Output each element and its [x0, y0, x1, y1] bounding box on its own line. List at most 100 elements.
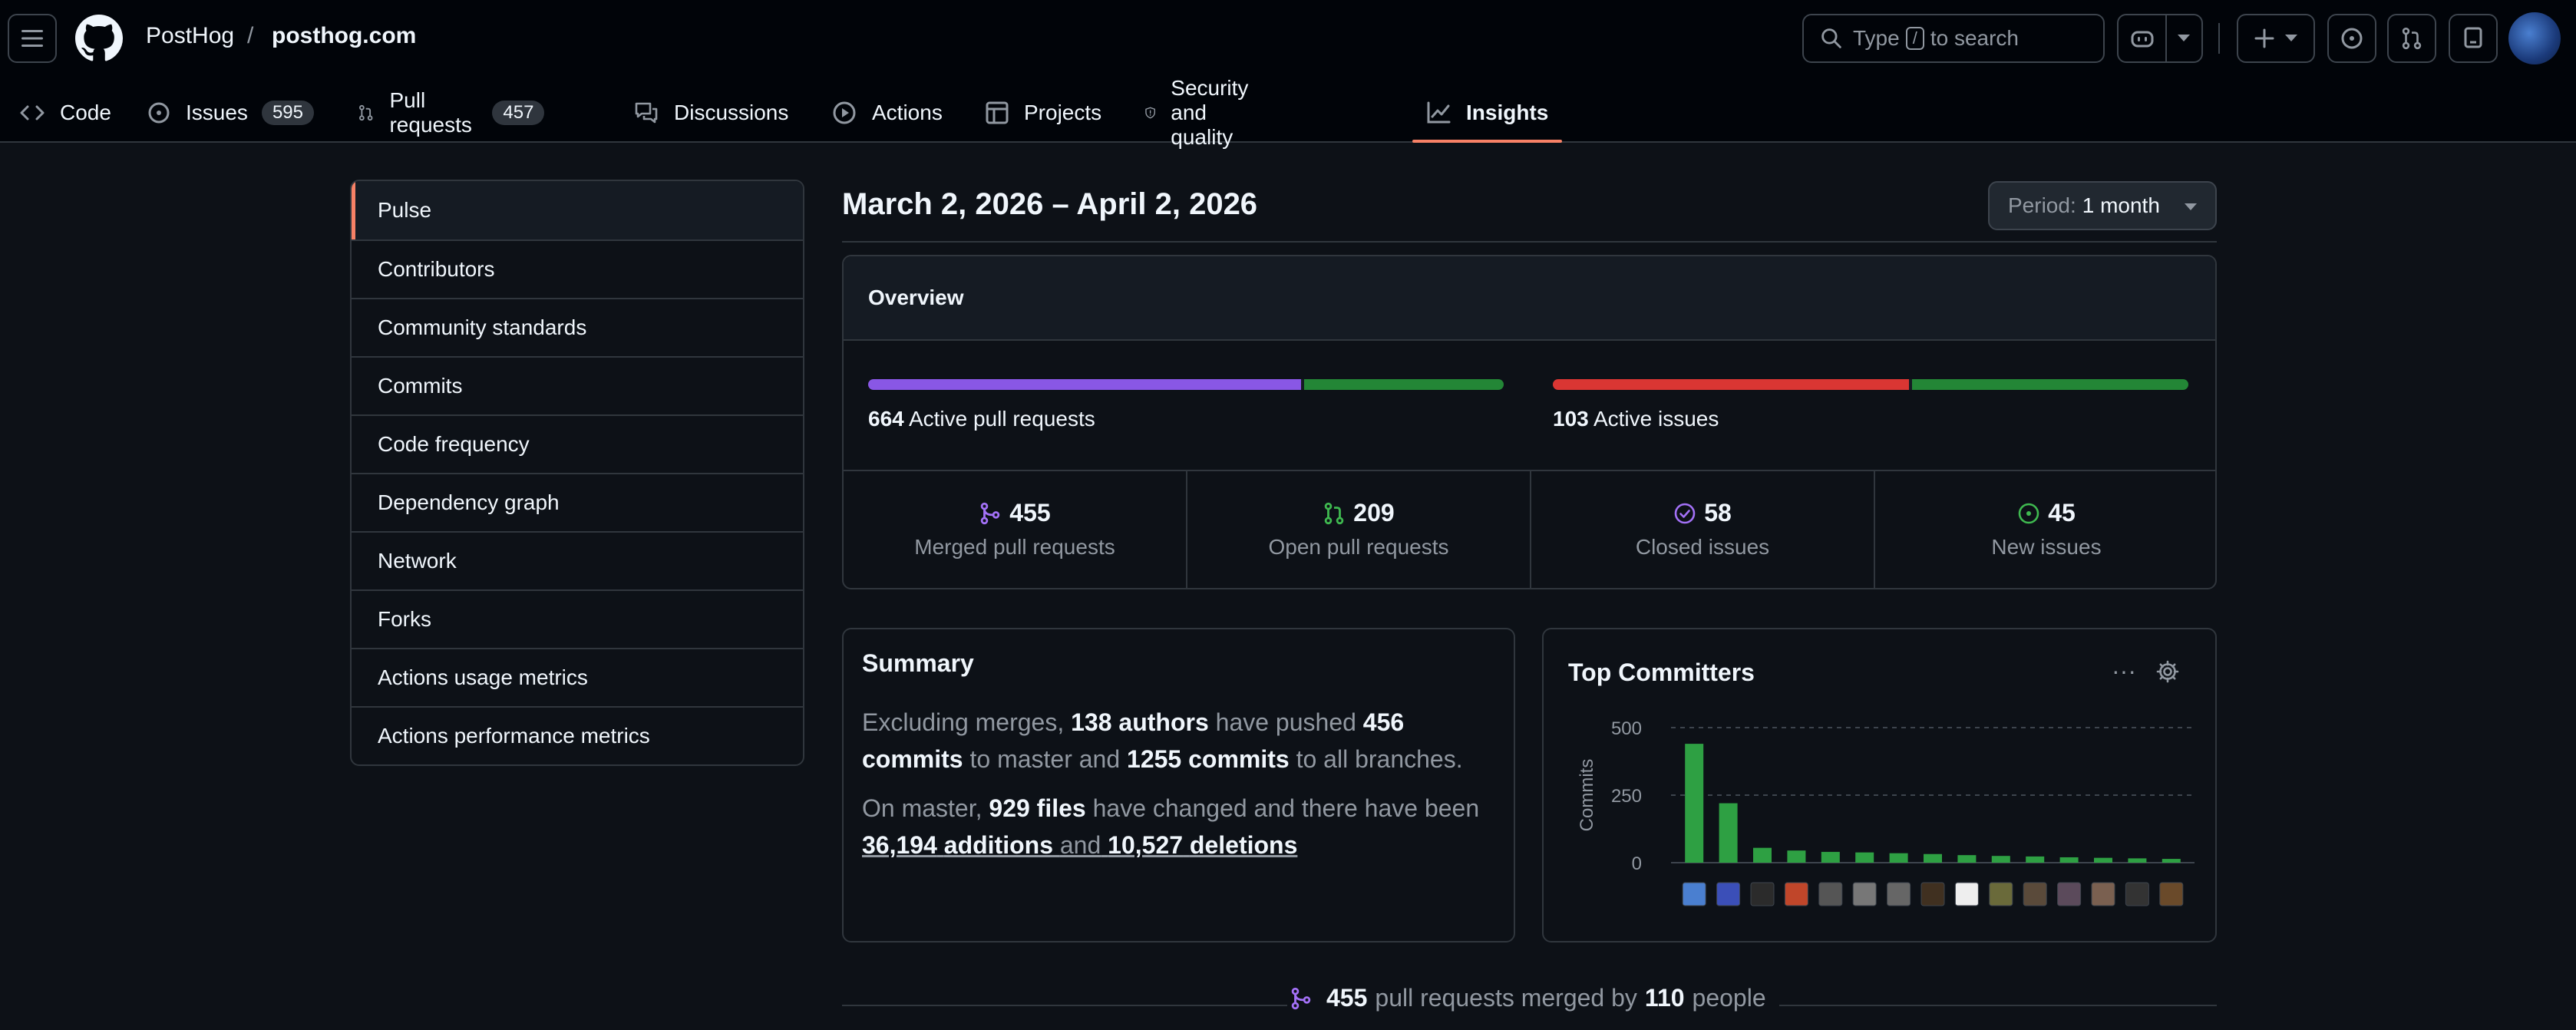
tab-security[interactable]: Security and quality	[1145, 76, 1260, 149]
menu-button[interactable]	[8, 14, 57, 63]
tab-label: Discussions	[674, 101, 789, 124]
committer-avatar	[1887, 882, 1911, 906]
overview-title: Overview	[844, 256, 2215, 341]
y-tick-label: 0	[1632, 853, 1642, 874]
tab-actions[interactable]: Actions	[832, 83, 943, 143]
issue-closed-icon	[1674, 503, 1696, 523]
tab-insights[interactable]: Insights	[1412, 83, 1563, 143]
committer-bar	[1821, 851, 1840, 863]
sidebar-item-label: Network	[378, 549, 457, 573]
github-logo-icon[interactable]	[75, 15, 123, 62]
deletions-count: 10,527	[1108, 831, 1184, 859]
repo-link[interactable]: posthog.com	[272, 23, 417, 48]
inbox-icon	[2464, 27, 2482, 48]
page-title: March 2, 2026 – April 2, 2026	[842, 187, 1258, 221]
issue-opened-icon	[2018, 503, 2039, 523]
sidebar-item-actions-performance-metrics[interactable]: Actions performance metrics	[352, 706, 803, 764]
stat-value: 209	[1353, 499, 1395, 527]
sidebar-item-code-frequency[interactable]: Code frequency	[352, 414, 803, 473]
merged-summary: 455 pull requests merged by 110 people	[1290, 984, 1766, 1012]
git-merge-icon	[1291, 987, 1311, 1009]
inbox-button[interactable]	[2449, 14, 2498, 63]
active-issues[interactable]: 103 Active issues	[1553, 407, 1719, 431]
pull-requests-count-badge: 457	[492, 101, 545, 125]
authors-count: 138 authors	[1071, 708, 1209, 736]
new-issues-stat[interactable]: 45 New issues	[1875, 471, 2215, 588]
toolbar-divider	[2218, 23, 2220, 54]
active-pull-requests[interactable]: 664 Active pull requests	[868, 407, 1095, 431]
git-pull-request-icon	[1325, 502, 1344, 524]
repo-header: PostHog / posthog.com Type / to search	[0, 0, 2576, 149]
stat-value: 45	[2048, 499, 2076, 527]
committer-avatar	[2057, 882, 2082, 906]
hamburger-icon	[21, 30, 43, 47]
summary-text: have pushed	[1215, 708, 1356, 736]
summary-text: Excluding merges,	[862, 708, 1065, 736]
summary-title: Summary	[862, 649, 974, 677]
people-count: 110	[1644, 984, 1685, 1012]
sidebar-item-label: Dependency graph	[378, 490, 560, 514]
sidebar-item-network[interactable]: Network	[352, 531, 803, 589]
search-input[interactable]: Type / to search	[1802, 14, 2105, 63]
tab-discussions[interactable]: Discussions	[634, 83, 788, 143]
sidebar-item-actions-usage-metrics[interactable]: Actions usage metrics	[352, 648, 803, 706]
chevron-down-icon	[2185, 203, 2197, 210]
stat-divider	[1530, 471, 1531, 588]
sidebar-item-label: Actions performance metrics	[378, 724, 650, 748]
merged-count: 455	[1326, 984, 1368, 1012]
graph-icon	[1427, 101, 1451, 124]
tab-projects[interactable]: Projects	[986, 83, 1101, 143]
merged-pull-requests-stat[interactable]: 455 Merged pull requests	[844, 471, 1186, 588]
sidebar-item-contributors[interactable]: Contributors	[352, 239, 803, 298]
tab-label: Actions	[872, 101, 943, 124]
y-tick-label: 250	[1611, 786, 1642, 807]
create-new-button[interactable]	[2237, 14, 2315, 63]
committer-bar	[2059, 857, 2079, 863]
issue-opened-icon	[148, 102, 170, 124]
avatar[interactable]	[2508, 12, 2561, 64]
play-icon	[833, 101, 856, 124]
all-commits-count: 1255 commits	[1127, 745, 1290, 773]
committer-avatar	[2159, 882, 2184, 906]
stat-label: Open pull requests	[1268, 535, 1449, 559]
master-commits-count: 456 commits	[862, 708, 1405, 773]
summary-changes-text: On master, 929 files have changed and th…	[862, 790, 1495, 863]
tab-label: Security and quality	[1171, 76, 1249, 149]
open-pr-segment	[1304, 379, 1504, 390]
additions-label: additions	[943, 831, 1053, 859]
committer-avatar	[1682, 882, 1706, 906]
copilot-button[interactable]	[2117, 14, 2203, 63]
sidebar-item-community-standards[interactable]: Community standards	[352, 298, 803, 356]
footer-line-left	[842, 1005, 1287, 1006]
sidebar-item-commits[interactable]: Commits	[352, 356, 803, 414]
open-pull-requests-stat[interactable]: 209 Open pull requests	[1187, 471, 1530, 588]
sidebar-item-label: Code frequency	[378, 432, 530, 456]
sidebar-item-dependency-graph[interactable]: Dependency graph	[352, 473, 803, 531]
period-select[interactable]: Period: 1 month	[1988, 181, 2217, 230]
git-pull-request-icon	[359, 104, 373, 121]
top-committers-panel: Top Committers ··· 500 250 0 Commits	[1542, 628, 2217, 943]
search-prefix: Type	[1853, 26, 1900, 50]
owner-link[interactable]: PostHog	[146, 23, 235, 48]
committer-bar	[1753, 847, 1772, 863]
search-icon	[1821, 28, 1841, 48]
shield-icon	[1145, 107, 1156, 119]
gear-icon[interactable]	[2156, 660, 2179, 683]
pull-requests-button[interactable]	[2387, 14, 2436, 63]
tab-issues[interactable]: Issues 595	[147, 83, 314, 143]
committer-bar	[1991, 856, 2010, 863]
committer-avatar	[1750, 882, 1775, 906]
sidebar-item-pulse[interactable]: Pulse	[352, 181, 803, 239]
tab-code[interactable]: Code	[20, 83, 111, 143]
issues-button[interactable]	[2327, 14, 2376, 63]
insights-sidebar: Pulse Contributors Community standards C…	[350, 180, 804, 766]
tab-pull-requests[interactable]: Pull requests 457	[358, 83, 545, 143]
tab-label: Issues	[186, 101, 248, 124]
sidebar-item-forks[interactable]: Forks	[352, 589, 803, 648]
more-options-icon[interactable]: ···	[2112, 657, 2136, 685]
diff-stats-link[interactable]: 36,194 additions and 10,527 deletions	[862, 831, 1297, 859]
issue-opened-icon	[2341, 28, 2363, 49]
summary-commits-text: Excluding merges, 138 authors have pushe…	[862, 704, 1495, 777]
new-issue-segment	[1911, 379, 2188, 390]
closed-issues-stat[interactable]: 58 Closed issues	[1531, 471, 1874, 588]
